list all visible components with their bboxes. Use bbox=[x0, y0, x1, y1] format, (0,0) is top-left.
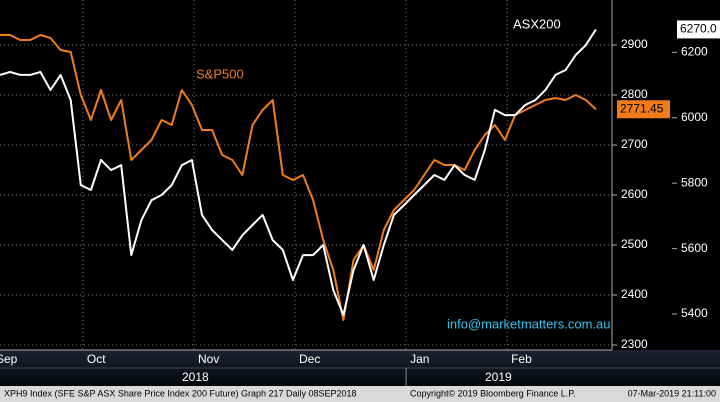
annotation: info@marketmatters.com.au bbox=[447, 316, 610, 331]
last-value-label: 6270.0 bbox=[680, 22, 717, 36]
series-line bbox=[0, 34, 597, 321]
last-value-tag bbox=[617, 100, 670, 119]
year-label: 2018 bbox=[182, 370, 209, 384]
footer-band bbox=[0, 386, 720, 402]
last-value-label: 2771.45 bbox=[620, 101, 664, 115]
y2-tick-label: 5600 bbox=[681, 241, 708, 255]
footer-left: XPH9 Index (SFE S&P ASX Share Price Inde… bbox=[4, 388, 357, 398]
series-label: S&P500 bbox=[196, 66, 244, 81]
y2-tick-label: 5800 bbox=[681, 175, 708, 189]
year-label: 2019 bbox=[485, 370, 512, 384]
x-tick-label: Jan bbox=[410, 352, 429, 366]
y2-tick-label: 5400 bbox=[681, 306, 708, 320]
y-tick-label: 2700 bbox=[621, 137, 648, 151]
y-tick-label: 2500 bbox=[621, 237, 648, 251]
y-tick-label: 2800 bbox=[621, 87, 648, 101]
series-line bbox=[0, 28, 597, 316]
x-tick-label: Sep bbox=[0, 352, 18, 366]
y-tick-label: 2300 bbox=[621, 337, 648, 351]
y-tick-label: 2900 bbox=[621, 37, 648, 51]
footer-center: Copyright© 2019 Bloomberg Finance L.P. bbox=[410, 388, 576, 398]
x-tick-label: Dec bbox=[299, 352, 320, 366]
y-tick-label: 2600 bbox=[621, 187, 648, 201]
last-value-tag bbox=[677, 20, 720, 39]
footer-right: 07-Mar-2019 21:11:00 bbox=[628, 388, 716, 398]
x-tick-label: Feb bbox=[511, 352, 532, 366]
y2-tick-label: 6000 bbox=[681, 110, 708, 124]
y2-tick-label: 6200 bbox=[681, 45, 708, 59]
y-tick-label: 2400 bbox=[621, 287, 648, 301]
x-tick-label: Nov bbox=[198, 352, 219, 366]
series-label: ASX200 bbox=[513, 16, 561, 31]
x-tick-label: Oct bbox=[87, 352, 106, 366]
